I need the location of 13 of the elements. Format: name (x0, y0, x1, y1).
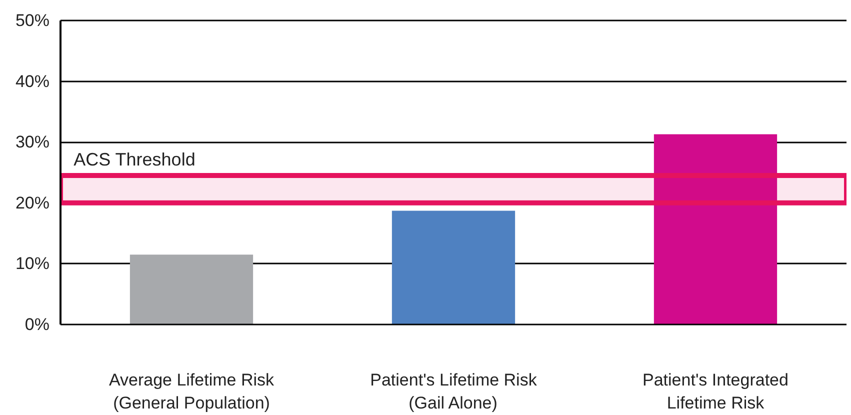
band-label: ACS Threshold (74, 150, 196, 170)
y-tick-label: 50% (15, 11, 50, 30)
y-tick-label: 10% (15, 254, 50, 274)
bar (654, 134, 778, 324)
y-tick-label: 20% (15, 193, 50, 212)
bar (392, 210, 516, 324)
y-tick-label: 0% (24, 315, 50, 334)
bar (130, 254, 254, 324)
x-tick-label: Patient's Lifetime Risk (Gail Alone) (370, 370, 538, 412)
x-tick-label: Average Lifetime Risk (General Population) (108, 370, 275, 412)
y-tick-label: 30% (15, 132, 50, 152)
y-tick-label: 40% (15, 72, 50, 91)
x-tick-label: Patient's Integrated Lifetime Risk (642, 370, 788, 412)
